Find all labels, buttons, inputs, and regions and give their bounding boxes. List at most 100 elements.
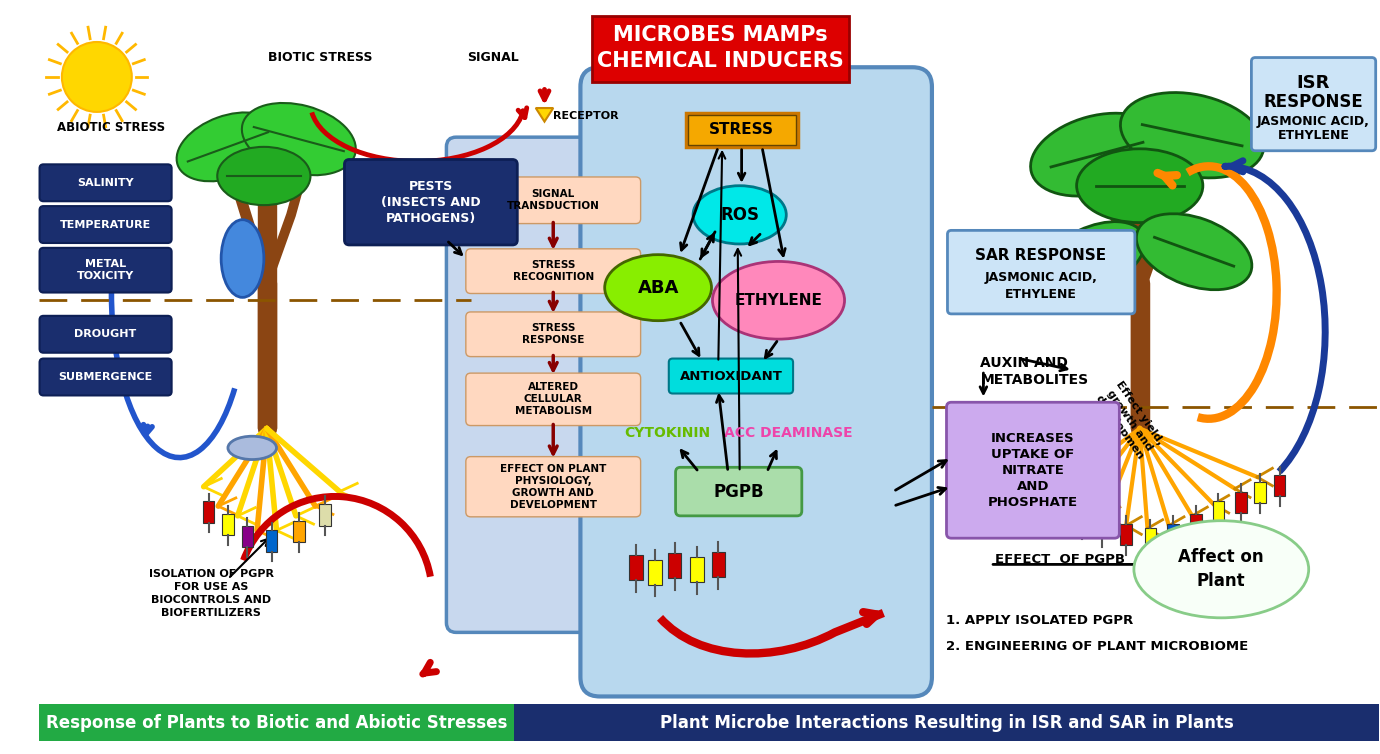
Bar (1254, 482, 1265, 503)
Text: ISOLATION OF PGPR
FOR USE AS
BIOCONTROLS AND
BIOFERTILIZERS: ISOLATION OF PGPR FOR USE AS BIOCONTROLS… (149, 569, 275, 618)
FancyBboxPatch shape (40, 248, 171, 293)
Bar (241, 526, 253, 547)
Text: ROS: ROS (720, 206, 759, 224)
Bar (1121, 523, 1132, 545)
Text: Affect on
Plant: Affect on Plant (1179, 548, 1264, 590)
FancyBboxPatch shape (1252, 57, 1376, 151)
Ellipse shape (228, 437, 276, 459)
Bar (293, 521, 305, 542)
Text: ABIOTIC STRESS: ABIOTIC STRESS (58, 121, 166, 134)
FancyBboxPatch shape (466, 312, 640, 357)
Text: PGPB: PGPB (713, 483, 765, 501)
Text: SIGNAL: SIGNAL (468, 51, 519, 64)
Bar (1076, 508, 1089, 529)
Bar (1235, 492, 1246, 513)
Bar (39, 704, 515, 741)
Text: PESTS
(INSECTS AND
PATHOGENS): PESTS (INSECTS AND PATHOGENS) (381, 179, 480, 225)
Ellipse shape (221, 219, 264, 297)
Text: ANTIOXIDANT: ANTIOXIDANT (679, 369, 782, 382)
FancyBboxPatch shape (466, 373, 640, 425)
Text: JASMONIC ACID,: JASMONIC ACID, (984, 271, 1097, 284)
Text: Plant Microbe Interactions Resulting in ISR and SAR in Plants: Plant Microbe Interactions Resulting in … (660, 714, 1234, 731)
Text: ALTERED
CELLULAR
METABOLISM: ALTERED CELLULAR METABOLISM (515, 382, 592, 416)
Ellipse shape (1076, 149, 1203, 222)
Bar (1144, 528, 1156, 549)
Bar (515, 704, 1379, 741)
FancyBboxPatch shape (947, 402, 1119, 538)
Text: INCREASES
UPTAKE OF
NITRATE
AND
PHOSPHATE: INCREASES UPTAKE OF NITRATE AND PHOSPHAT… (988, 432, 1078, 509)
FancyBboxPatch shape (466, 457, 640, 516)
Bar (1063, 495, 1074, 516)
Text: TEMPERATURE: TEMPERATURE (59, 219, 152, 229)
FancyBboxPatch shape (345, 160, 518, 245)
FancyBboxPatch shape (40, 316, 171, 353)
Ellipse shape (1031, 113, 1163, 196)
Text: EFFECT  OF PGPB: EFFECT OF PGPB (995, 553, 1125, 566)
Ellipse shape (177, 112, 279, 181)
Ellipse shape (62, 42, 132, 112)
Ellipse shape (712, 262, 845, 339)
Bar (686, 113, 798, 147)
FancyBboxPatch shape (466, 249, 640, 293)
FancyBboxPatch shape (446, 137, 660, 633)
Text: ABA: ABA (638, 279, 679, 296)
Text: Effect yield,
growth and
developmen
t: Effect yield, growth and developmen t (1083, 379, 1165, 468)
FancyBboxPatch shape (40, 359, 171, 395)
Text: AUXIN AND
METABOLITES: AUXIN AND METABOLITES (980, 356, 1089, 387)
Text: DROUGHT: DROUGHT (75, 329, 137, 339)
Text: ETHYLENE: ETHYLENE (1278, 129, 1350, 142)
Bar (1213, 501, 1224, 523)
Text: ISR: ISR (1297, 74, 1330, 92)
Ellipse shape (1136, 213, 1252, 290)
Bar (1096, 516, 1108, 537)
FancyBboxPatch shape (466, 177, 640, 224)
Bar (319, 504, 331, 526)
Text: STRESS
RECOGNITION: STRESS RECOGNITION (512, 260, 593, 282)
Text: ETHYLENE: ETHYLENE (1005, 288, 1076, 301)
Bar (1167, 523, 1179, 545)
Bar (649, 559, 662, 585)
Ellipse shape (217, 147, 310, 205)
Text: RESPONSE: RESPONSE (1264, 93, 1363, 111)
Ellipse shape (693, 185, 787, 244)
Text: 2. ENGINEERING OF PLANT MICROBIOME: 2. ENGINEERING OF PLANT MICROBIOME (947, 640, 1249, 654)
Bar (592, 16, 850, 81)
Bar (266, 530, 277, 552)
Text: ETHYLENE: ETHYLENE (734, 293, 822, 308)
Bar (712, 552, 724, 577)
Bar (629, 555, 643, 580)
Text: STRESS
RESPONSE: STRESS RESPONSE (522, 323, 584, 345)
Bar (668, 553, 682, 578)
Text: JASMONIC ACID,: JASMONIC ACID, (1257, 115, 1370, 128)
Text: STRESS: STRESS (709, 122, 774, 137)
Text: SUBMERGENCE: SUBMERGENCE (58, 372, 153, 382)
Polygon shape (535, 108, 553, 121)
FancyBboxPatch shape (669, 359, 793, 394)
Bar (1190, 514, 1202, 535)
Ellipse shape (241, 103, 356, 175)
Bar (690, 556, 704, 582)
Text: 1. APPLY ISOLATED PGPR: 1. APPLY ISOLATED PGPR (947, 615, 1134, 627)
Text: MICROBES MAMPs: MICROBES MAMPs (613, 25, 828, 45)
Ellipse shape (1121, 93, 1264, 178)
Bar (203, 501, 214, 523)
Text: ACC DEAMINASE: ACC DEAMINASE (724, 426, 853, 440)
Text: METAL
TOXICITY: METAL TOXICITY (77, 259, 134, 281)
Ellipse shape (604, 255, 712, 320)
Ellipse shape (1134, 521, 1308, 618)
Text: SALINITY: SALINITY (77, 178, 134, 188)
Ellipse shape (1039, 222, 1145, 296)
Text: BIOTIC STRESS: BIOTIC STRESS (268, 51, 373, 64)
Text: RECEPTOR: RECEPTOR (553, 111, 618, 121)
FancyBboxPatch shape (40, 206, 171, 243)
FancyBboxPatch shape (948, 231, 1134, 314)
Text: CHEMICAL INDUCERS: CHEMICAL INDUCERS (598, 51, 843, 72)
FancyBboxPatch shape (581, 67, 932, 697)
Text: Response of Plants to Biotic and Abiotic Stresses: Response of Plants to Biotic and Abiotic… (46, 714, 508, 731)
FancyBboxPatch shape (40, 164, 171, 201)
Text: CYTOKININ: CYTOKININ (625, 426, 711, 440)
Text: SAR RESPONSE: SAR RESPONSE (976, 248, 1107, 263)
FancyBboxPatch shape (676, 467, 802, 516)
Text: SIGNAL
TRANSDUCTION: SIGNAL TRANSDUCTION (506, 189, 600, 211)
Bar (222, 514, 233, 535)
